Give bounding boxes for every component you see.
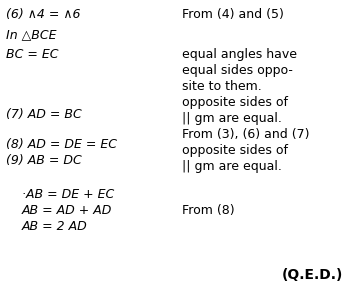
Text: AB = AD + AD: AB = AD + AD bbox=[22, 204, 112, 217]
Text: site to them.: site to them. bbox=[182, 80, 262, 93]
Text: BC = EC: BC = EC bbox=[6, 48, 58, 61]
Text: (8) AD = DE = EC: (8) AD = DE = EC bbox=[6, 138, 117, 151]
Text: (7) AD = BC: (7) AD = BC bbox=[6, 108, 82, 121]
Text: equal sides oppo-: equal sides oppo- bbox=[182, 64, 293, 77]
Text: opposite sides of: opposite sides of bbox=[182, 144, 288, 157]
Text: (9) AB = DC: (9) AB = DC bbox=[6, 154, 82, 167]
Text: From (3), (6) and (7): From (3), (6) and (7) bbox=[182, 128, 309, 141]
Text: (Q.E.D.): (Q.E.D.) bbox=[282, 268, 343, 282]
Text: opposite sides of: opposite sides of bbox=[182, 96, 288, 109]
Text: ·AB = DE + EC: ·AB = DE + EC bbox=[22, 188, 114, 201]
Text: From (8): From (8) bbox=[182, 204, 235, 217]
Text: AB = 2 AD: AB = 2 AD bbox=[22, 220, 88, 233]
Text: (6) ∧4 = ∧6: (6) ∧4 = ∧6 bbox=[6, 8, 81, 21]
Text: || gm are equal.: || gm are equal. bbox=[182, 112, 282, 125]
Text: From (4) and (5): From (4) and (5) bbox=[182, 8, 284, 21]
Text: In △BCE: In △BCE bbox=[6, 28, 57, 41]
Text: equal angles have: equal angles have bbox=[182, 48, 297, 61]
Text: || gm are equal.: || gm are equal. bbox=[182, 160, 282, 173]
